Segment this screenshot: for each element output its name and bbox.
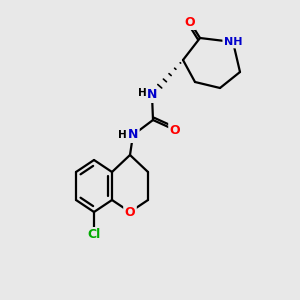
- Text: N: N: [128, 128, 138, 142]
- Text: O: O: [170, 124, 180, 136]
- Text: H: H: [138, 88, 146, 98]
- Text: NH: NH: [224, 37, 242, 47]
- Text: N: N: [147, 88, 157, 101]
- Text: H: H: [118, 130, 126, 140]
- Text: Cl: Cl: [87, 229, 101, 242]
- Text: O: O: [125, 206, 135, 218]
- Text: O: O: [185, 16, 195, 28]
